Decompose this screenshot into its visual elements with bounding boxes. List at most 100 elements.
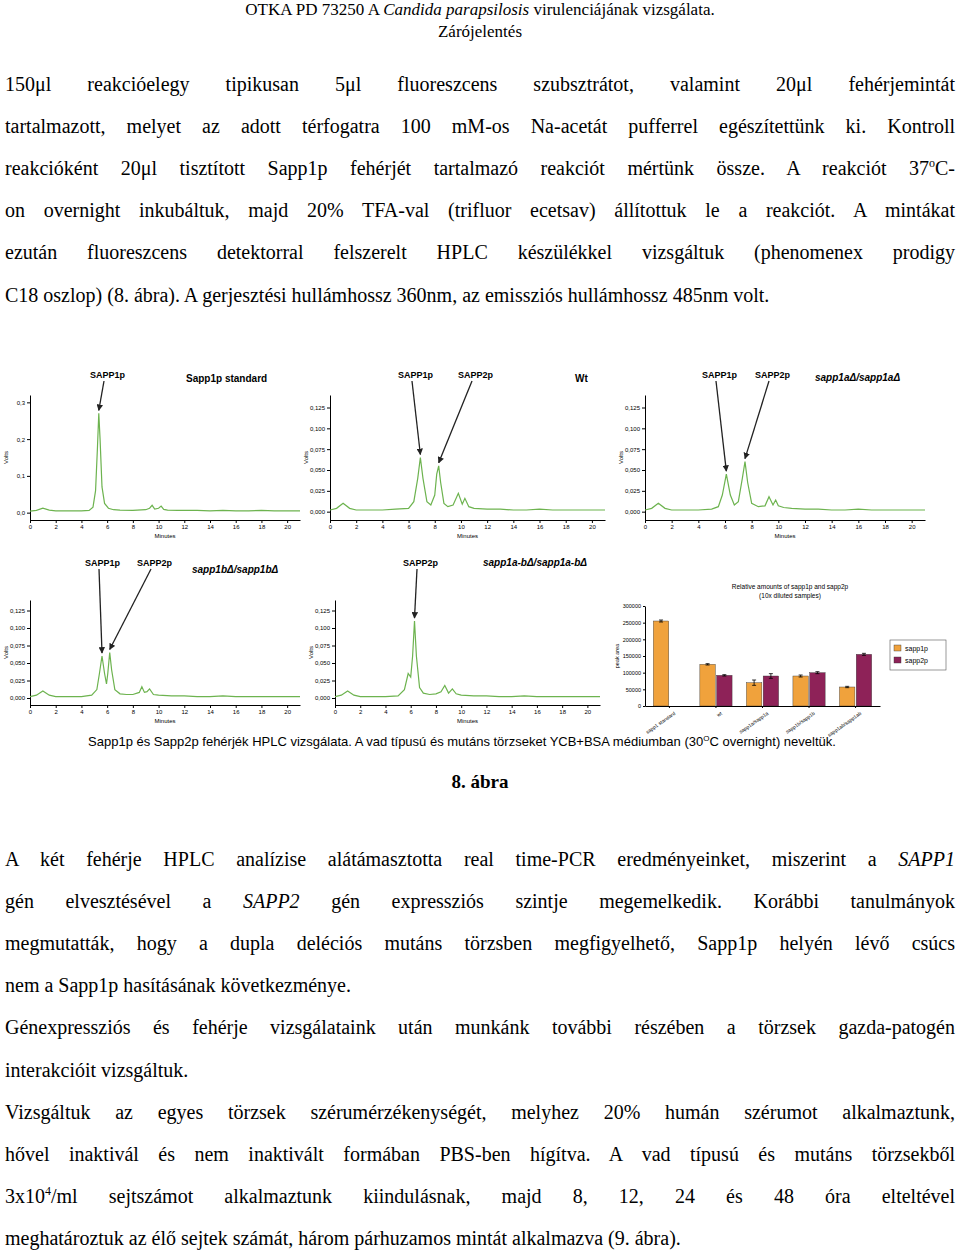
tick: 8 <box>750 520 754 530</box>
text-run: reakcióként 20μl tisztított Sapp1p fehér… <box>5 157 929 179</box>
text-line: ezután fluoreszcens detektorral felszere… <box>5 241 955 269</box>
tick-mark <box>832 520 833 523</box>
tick: 20 <box>589 520 596 530</box>
chromatogram: 024681012141618200,0000,0250,0500,0750,1… <box>303 370 606 539</box>
tick-mark <box>487 520 488 523</box>
tick-mark <box>81 705 82 708</box>
tick-mark <box>27 663 30 664</box>
error-bar-cap <box>706 665 710 666</box>
error-bar-cap <box>845 686 849 687</box>
figure-label: 8. ábra <box>0 770 960 794</box>
error-bar-cap <box>799 677 803 678</box>
tick: 0 <box>329 520 333 530</box>
tick: 0,125 <box>10 608 30 614</box>
y-axis-title: Volts <box>308 646 314 659</box>
annotation: SAPP2p <box>137 558 173 568</box>
tick-label: 18 <box>559 709 566 715</box>
tick-mark <box>643 689 645 690</box>
text-line: reakcióként 20μl tisztított Sapp1p fehér… <box>5 157 955 185</box>
tick-label: 0,025 <box>10 678 26 684</box>
tick: 12 <box>484 705 491 715</box>
tick: 8 <box>132 520 136 530</box>
tick-label: 10 <box>458 709 465 715</box>
tick-label: 14 <box>509 709 516 715</box>
text-line: nem a Sapp1p hasításának következménye. <box>5 974 955 1002</box>
y-axis-title: Volts <box>618 451 624 464</box>
annotation: SAPP2p <box>458 370 494 380</box>
tick: 12 <box>181 520 188 530</box>
tick-label: 0,050 <box>315 660 331 666</box>
annotation-arrow <box>716 381 726 471</box>
tick-label: 8 <box>750 524 754 530</box>
tick: 0,000 <box>315 695 335 701</box>
tick-label: 2 <box>670 524 674 530</box>
error-bar-stem <box>770 674 771 679</box>
tick-mark <box>332 681 335 682</box>
tick: 18 <box>259 705 266 715</box>
figure-caption: Sapp1p és Sapp2p fehérjék HPLC vizsgálat… <box>0 733 924 751</box>
tick: 18 <box>259 520 266 530</box>
tick-label: 200000 <box>623 637 641 643</box>
x-axis: 02468101214161820 <box>29 520 301 530</box>
plot-area <box>30 653 300 697</box>
tick: 18 <box>563 520 570 530</box>
tick: 150000 <box>623 653 645 659</box>
tick-mark <box>56 705 57 708</box>
tick-mark <box>805 520 806 523</box>
bar <box>763 676 778 706</box>
tick-label: 6 <box>410 709 414 715</box>
tick-label: 8 <box>132 524 136 530</box>
tick-mark <box>540 520 541 523</box>
tick-mark <box>643 639 645 640</box>
tick-mark <box>327 408 330 409</box>
bar <box>810 673 825 706</box>
tick-label: 20 <box>284 709 291 715</box>
error-bar-cap <box>815 673 819 674</box>
tick: 4 <box>697 520 701 530</box>
tick-mark <box>642 491 645 492</box>
error-bar-cap <box>722 676 726 677</box>
tick-label: 18 <box>882 524 889 530</box>
header-subtitle: Zárójelentés <box>0 22 960 42</box>
error-bar <box>706 664 710 665</box>
bar <box>653 621 668 706</box>
tick-label: 0,000 <box>625 509 641 515</box>
tick-mark <box>287 520 288 523</box>
tick-label: 0,1 <box>17 473 26 479</box>
tick-mark <box>261 520 262 523</box>
tick-mark <box>184 705 185 708</box>
tick-mark <box>461 705 462 708</box>
tick-label: 6 <box>106 709 110 715</box>
tick-label: 16 <box>233 524 240 530</box>
error-bar-cap <box>752 680 756 681</box>
error-bar-cap <box>845 687 849 688</box>
tick: 0,000 <box>625 509 645 515</box>
tick-mark <box>642 512 645 513</box>
error-bar-cap <box>799 675 803 676</box>
superscript: o <box>929 157 935 171</box>
tick-mark <box>752 520 753 523</box>
tick-label: 6 <box>106 524 110 530</box>
error-bar <box>799 675 803 677</box>
tick-label: sapp1ab/sapp1ab <box>826 710 862 738</box>
text-run: on overnight inkubáltuk, majd 20% TFA-va… <box>5 199 955 221</box>
tick-label: 250000 <box>623 620 641 626</box>
text-line: 3x104/ml sejtszámot alkalmaztunk kiindul… <box>5 1185 955 1213</box>
legend-swatch <box>894 657 901 663</box>
text-run: SAPP2 <box>243 890 300 912</box>
tick: 14 <box>829 520 836 530</box>
tick: 0,2 <box>17 437 30 443</box>
x-axis: 02468101214161820 <box>329 520 606 530</box>
error-bar <box>752 680 756 685</box>
tick: 0,050 <box>310 467 330 473</box>
axis-line <box>31 705 301 706</box>
bar <box>793 676 808 706</box>
tick: 6 <box>106 705 110 715</box>
legend-box <box>890 640 946 670</box>
tick-mark <box>672 520 673 523</box>
tick-mark <box>236 705 237 708</box>
figure-root: 024681012141618200,00,10,20,3MinutesVolt… <box>3 370 946 738</box>
error-bar-cap <box>706 663 710 664</box>
text-run: 3x10 <box>5 1185 45 1207</box>
y-axis: 0,0000,0250,0500,0750,1000,125 <box>10 601 31 706</box>
